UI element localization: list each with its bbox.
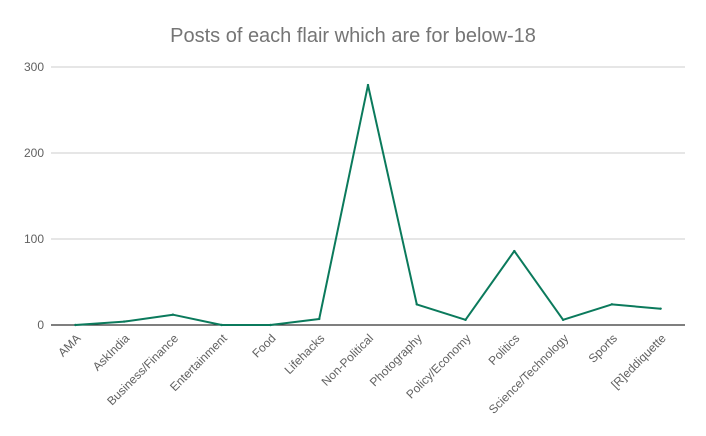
x-tick-label: AskIndia — [90, 331, 133, 374]
chart-title: Posts of each flair which are for below-… — [170, 25, 536, 47]
x-axis-ticks: AMA AskIndiaBusiness/FinanceEntertainment… — [55, 331, 669, 417]
data-point — [318, 317, 321, 321]
gridlines — [51, 66, 685, 326]
data-point — [220, 323, 223, 327]
data-point — [513, 249, 516, 253]
y-tick-label: 0 — [37, 318, 44, 332]
y-tick-label: 100 — [24, 232, 44, 246]
data-point — [659, 307, 662, 310]
data-point — [269, 323, 272, 327]
y-axis-ticks: 0 100 200 300 — [24, 60, 44, 332]
data-point — [171, 313, 175, 316]
data-point — [561, 318, 565, 322]
x-tick-label: Politics — [486, 331, 523, 368]
data-point — [366, 83, 370, 87]
data-point — [74, 323, 77, 327]
x-tick-label: Sports — [586, 331, 620, 365]
data-point — [610, 303, 614, 306]
y-tick-label: 300 — [24, 60, 44, 74]
x-tick-label: Lifehacks — [282, 331, 328, 377]
series-line — [75, 84, 661, 326]
x-tick-label: Food — [249, 331, 278, 360]
data-point — [464, 318, 467, 322]
data-point — [122, 320, 126, 323]
data-point — [415, 303, 418, 306]
series-layer — [74, 83, 662, 327]
x-tick-label: AMA — [55, 331, 83, 359]
y-tick-label: 200 — [24, 146, 44, 160]
